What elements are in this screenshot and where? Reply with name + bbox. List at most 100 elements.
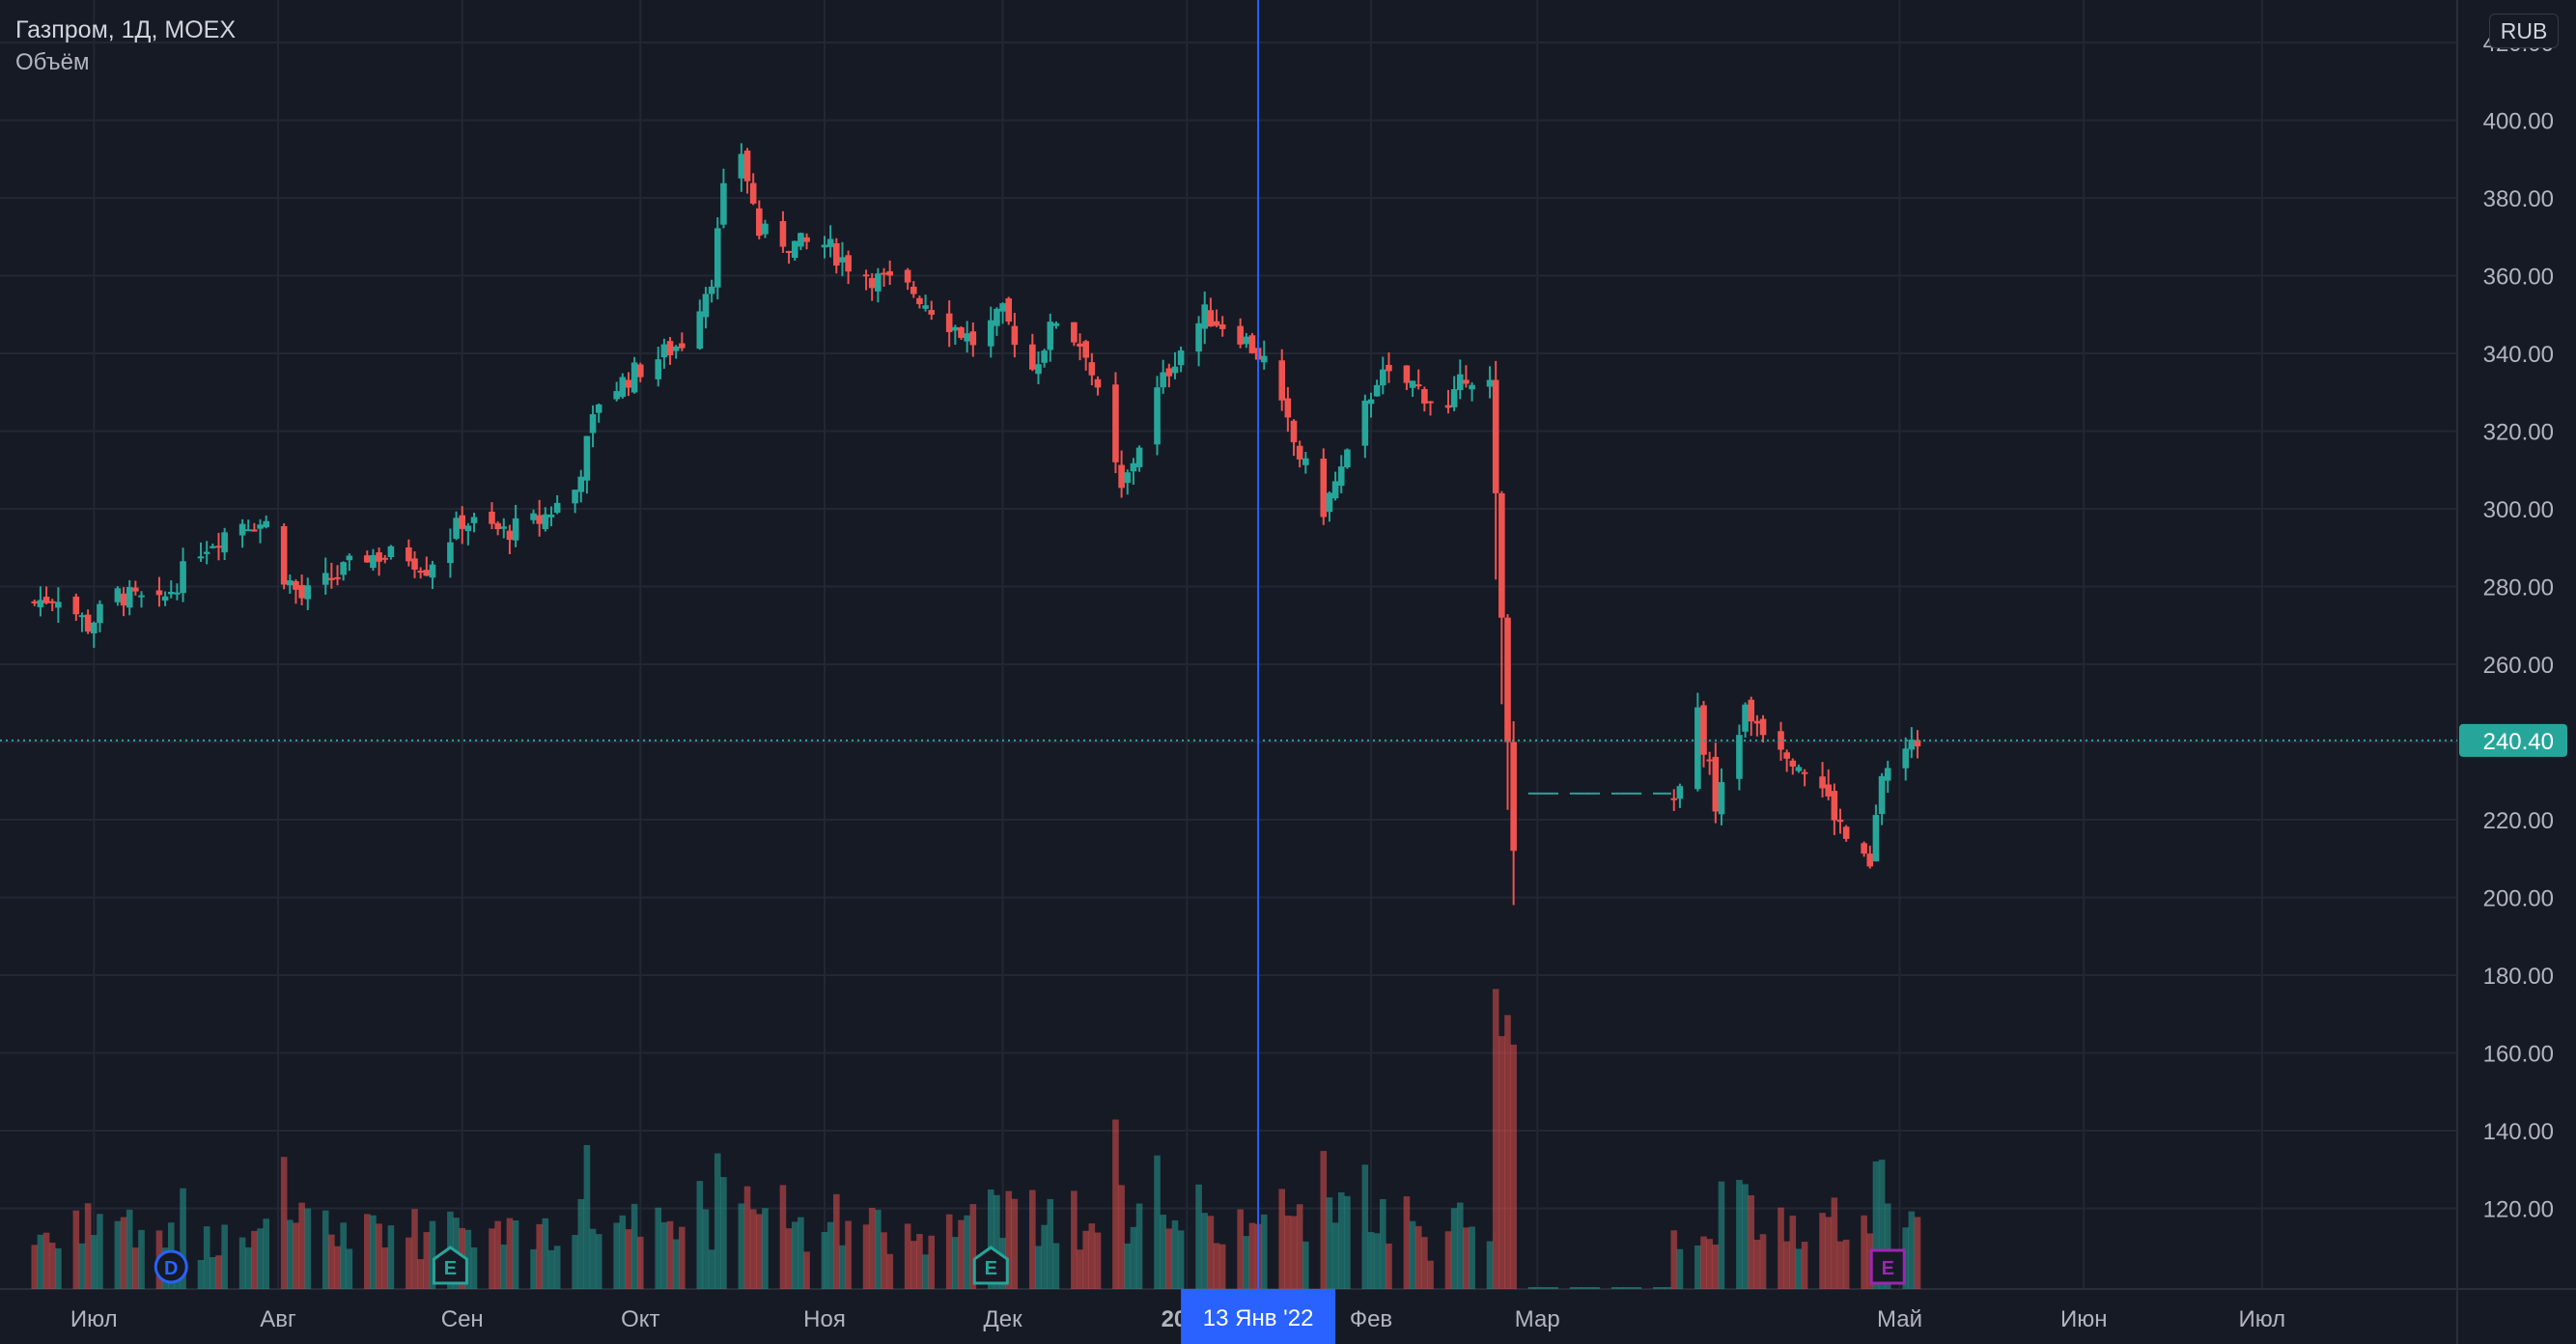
volume-bar — [749, 1209, 757, 1289]
volume-bar — [411, 1209, 418, 1289]
candle-body — [886, 270, 893, 276]
volume-bar — [363, 1214, 371, 1289]
candle-body — [619, 377, 627, 397]
volume-bar — [1872, 1161, 1880, 1289]
volume-bar — [494, 1220, 501, 1289]
candle-body — [1831, 791, 1838, 821]
volume-bar — [470, 1246, 478, 1289]
volume-bar — [423, 1232, 431, 1289]
candle-body — [1569, 792, 1577, 795]
candle-body — [625, 379, 632, 388]
grid — [0, 0, 2457, 1289]
candle-body — [1409, 380, 1416, 388]
candle-body — [1700, 705, 1707, 755]
volume-bar — [1748, 1194, 1755, 1289]
volume-bar — [1742, 1184, 1749, 1289]
volume-bar — [429, 1220, 436, 1289]
candle-body — [655, 359, 662, 379]
candle-body — [381, 557, 389, 560]
candle-body — [1302, 458, 1309, 465]
candle-body — [708, 286, 715, 294]
candle-body — [1195, 322, 1202, 352]
volume-bar — [743, 1186, 751, 1289]
volume-bar — [1617, 1287, 1624, 1289]
candle-body — [1753, 720, 1761, 724]
currency-label[interactable]: RUB — [2489, 14, 2559, 48]
volume-bar — [530, 1248, 537, 1289]
volume-bar — [1546, 1287, 1553, 1289]
volume-bar — [1884, 1203, 1891, 1289]
candle-body — [636, 364, 644, 378]
candle-body — [833, 242, 840, 266]
volume-bar — [257, 1228, 264, 1289]
crosshair-date-tag — [1181, 1289, 1336, 1344]
volume-bar — [1819, 1213, 1826, 1289]
candle-body — [577, 476, 585, 492]
candle-body — [1546, 792, 1553, 795]
candle-body — [90, 622, 98, 634]
candle-body — [293, 580, 299, 590]
candle-body — [572, 490, 578, 504]
price-tick-label: 200.00 — [2483, 886, 2554, 912]
candle-body — [945, 313, 953, 332]
candle-body — [1344, 449, 1351, 468]
volume-bar — [1071, 1190, 1078, 1289]
volume-bar — [845, 1220, 852, 1289]
candle-body — [696, 311, 704, 350]
candle-body — [1872, 815, 1880, 862]
volume-bar — [779, 1185, 787, 1289]
candle-body — [1587, 792, 1594, 795]
candle-body — [1296, 445, 1303, 460]
candle-body — [263, 520, 269, 528]
candle-body — [630, 362, 638, 393]
volume-bar — [1029, 1190, 1036, 1289]
volume-bar — [1753, 1239, 1761, 1289]
volume-bar — [1367, 1232, 1375, 1289]
candle-body — [1373, 384, 1381, 397]
candle-body — [1130, 462, 1137, 472]
symbol-title[interactable]: Газпром, 1Д, MOEX — [15, 16, 236, 43]
volume-bar — [1486, 1241, 1494, 1289]
candle-body — [459, 515, 466, 529]
volume-bar — [1052, 1243, 1060, 1289]
volume-bar — [862, 1224, 870, 1289]
volume-bar — [679, 1226, 686, 1289]
candle-body — [1486, 379, 1494, 387]
volume-bar — [1504, 1015, 1511, 1289]
candle-body — [904, 269, 911, 283]
candle-body — [969, 331, 977, 346]
volume-bar — [1569, 1287, 1577, 1289]
volume-bar — [1801, 1242, 1808, 1289]
volume-bar — [821, 1231, 828, 1289]
candle-body — [31, 601, 39, 603]
volume-bar — [221, 1224, 228, 1289]
candle-body — [1748, 699, 1755, 722]
volume-bar — [1088, 1223, 1096, 1289]
volume-bar — [1296, 1204, 1303, 1289]
volume-bar — [756, 1214, 763, 1289]
candle-body — [660, 344, 668, 358]
volume-bar — [1135, 1203, 1143, 1289]
time-tick-label: Июн — [2060, 1306, 2108, 1332]
volume-bar — [417, 1259, 424, 1289]
candle-body — [1778, 731, 1784, 750]
candle-body — [257, 524, 264, 529]
volume-bar — [785, 1228, 793, 1289]
candle-body — [37, 600, 44, 607]
volume-bar — [298, 1202, 305, 1289]
volume-bar — [1380, 1198, 1386, 1289]
volume-bar — [381, 1246, 389, 1289]
candle-body — [1207, 310, 1215, 327]
event-letter: E — [444, 1258, 457, 1279]
volume-bar — [1789, 1216, 1797, 1289]
candle-body — [666, 341, 674, 355]
candle-body — [1248, 335, 1256, 353]
volume-indicator-label[interactable]: Объём — [15, 49, 90, 75]
volume-bar — [1237, 1209, 1244, 1289]
volume-bar — [1005, 1190, 1013, 1289]
candle-body — [720, 182, 727, 225]
volume-bar — [1623, 1287, 1630, 1289]
candle-body — [97, 603, 103, 624]
volume-bar — [589, 1228, 597, 1289]
